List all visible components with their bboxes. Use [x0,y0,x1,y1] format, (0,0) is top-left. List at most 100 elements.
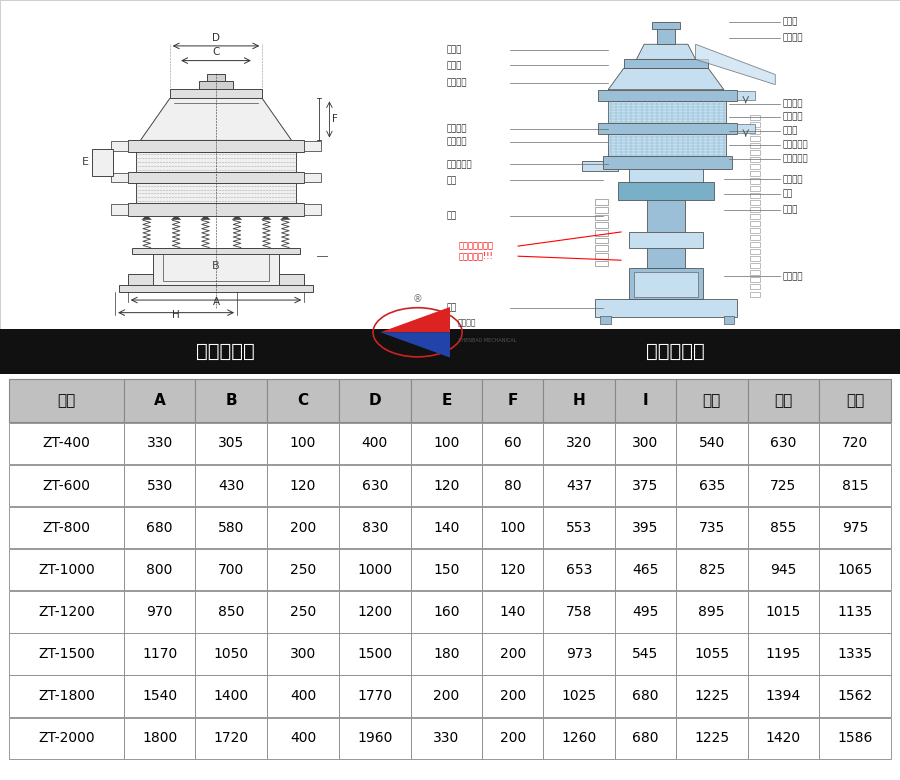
Bar [123,423,195,464]
Bar [748,507,819,548]
Text: 700: 700 [218,563,245,576]
Text: 680: 680 [632,732,659,745]
Bar [600,317,611,324]
Text: 型号: 型号 [58,393,76,408]
Text: 200: 200 [500,690,526,703]
Bar [544,633,615,675]
Bar [608,134,726,156]
Text: 底部框架: 底部框架 [446,137,466,147]
Text: C: C [297,393,309,408]
Text: 465: 465 [632,563,659,576]
Bar [153,247,279,285]
Text: H: H [572,393,585,408]
Bar [128,204,304,216]
Bar [9,423,123,464]
Text: 530: 530 [147,479,173,492]
Bar [608,147,618,168]
Text: 800: 800 [147,563,173,576]
Bar [111,173,128,183]
Text: 553: 553 [566,521,592,534]
Text: 底座: 底座 [446,303,456,312]
Text: ZT-1200: ZT-1200 [38,605,94,619]
Bar [339,549,410,590]
Text: D: D [368,393,381,408]
Polygon shape [280,248,291,253]
Polygon shape [140,98,292,140]
Bar [410,549,482,590]
Bar [9,675,123,717]
Text: 825: 825 [698,563,724,576]
Text: 一层: 一层 [703,393,721,408]
Text: 100: 100 [433,437,460,450]
Bar [676,591,748,633]
Bar [9,718,123,759]
Bar [9,591,123,633]
Polygon shape [232,215,242,220]
Bar [128,140,304,152]
Text: 一般结构图: 一般结构图 [645,342,705,361]
Bar [482,633,544,675]
Text: 815: 815 [842,479,868,492]
Bar [410,507,482,548]
Bar [615,423,676,464]
Text: 1770: 1770 [357,690,392,703]
Text: 1500: 1500 [357,647,392,661]
Bar [128,274,304,285]
Bar [123,379,195,422]
Text: 100: 100 [290,437,316,450]
Bar [111,204,128,215]
Bar [410,675,482,717]
Text: ZT-2000: ZT-2000 [38,732,94,745]
Bar [748,633,819,675]
Bar [195,591,267,633]
Bar [544,423,615,464]
Bar [195,549,267,590]
Bar [819,633,891,675]
Bar [136,152,296,172]
Bar [544,675,615,717]
Text: 1800: 1800 [142,732,177,745]
Text: 120: 120 [433,479,460,492]
Bar [748,718,819,759]
Bar [629,168,703,182]
Bar [544,379,615,422]
Text: 400: 400 [290,732,316,745]
Bar [748,591,819,633]
Text: 330: 330 [433,732,460,745]
Text: 1420: 1420 [766,732,801,745]
Bar [410,633,482,675]
Bar [676,465,748,506]
Bar [615,507,676,548]
Text: 120: 120 [500,563,526,576]
Text: A: A [212,297,220,307]
Text: 635: 635 [698,479,724,492]
Text: 小尺寸排料: 小尺寸排料 [446,160,472,168]
Text: 580: 580 [218,521,245,534]
Text: 735: 735 [698,521,724,534]
Bar [598,123,737,134]
Text: 二层: 二层 [774,393,793,408]
Bar [676,379,748,422]
Polygon shape [200,248,211,253]
Bar [304,204,321,215]
Text: 振体: 振体 [783,189,793,198]
Bar [595,299,737,317]
Text: ZT-1800: ZT-1800 [38,690,94,703]
Bar [819,465,891,506]
Bar [92,149,113,176]
Text: 975: 975 [842,521,868,534]
Polygon shape [141,215,152,220]
Bar [195,379,267,422]
Text: 1000: 1000 [357,563,392,576]
Bar [819,549,891,590]
Polygon shape [200,215,211,220]
Text: 725: 725 [770,479,796,492]
Bar [0,0,900,329]
Bar [195,507,267,548]
Bar [629,268,703,299]
Text: 下部重锤: 下部重锤 [783,272,804,281]
Bar [819,718,891,759]
Text: 970: 970 [147,605,173,619]
Text: 1335: 1335 [838,647,873,661]
Bar [819,675,891,717]
